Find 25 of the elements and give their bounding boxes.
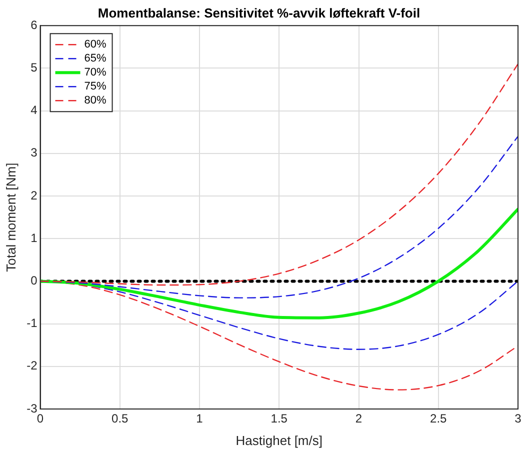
legend-label: 60%: [84, 38, 107, 51]
y-tick-label: 4: [30, 103, 38, 118]
y-tick-label: 2: [30, 188, 38, 202]
legend-label: 65%: [84, 52, 107, 65]
y-tick-label: 0: [30, 274, 38, 288]
y-tick-label: 1: [30, 230, 38, 245]
legend-label: 75%: [84, 80, 107, 93]
line-series: [40, 208, 518, 320]
x-tick-label: 2.5: [430, 412, 448, 426]
x-tick-label: 3: [514, 412, 522, 426]
x-tick-label: 1: [196, 412, 204, 426]
y-tick-label: 6: [30, 18, 38, 32]
y-tick-label: 3: [30, 146, 38, 160]
x-tick-label: 0.5: [112, 412, 129, 426]
y-tick-label: -2: [26, 358, 38, 373]
y-tick-label: -1: [26, 316, 38, 330]
x-axis-title: Hastighet [m/s]: [236, 432, 322, 448]
y-tick-label: -3: [26, 401, 38, 416]
legend-label: 70%: [84, 66, 107, 79]
x-tick-label: 1.5: [270, 412, 288, 426]
chart-title: Momentbalanse: Sensitivitet %-avvik løftekraft V-foil: [98, 5, 420, 20]
y-axis-title: Total moment [Nm]: [3, 162, 18, 272]
legend-label: 80%: [84, 94, 107, 107]
x-tick-label: 2: [355, 412, 362, 426]
y-tick-label: 5: [30, 60, 38, 75]
